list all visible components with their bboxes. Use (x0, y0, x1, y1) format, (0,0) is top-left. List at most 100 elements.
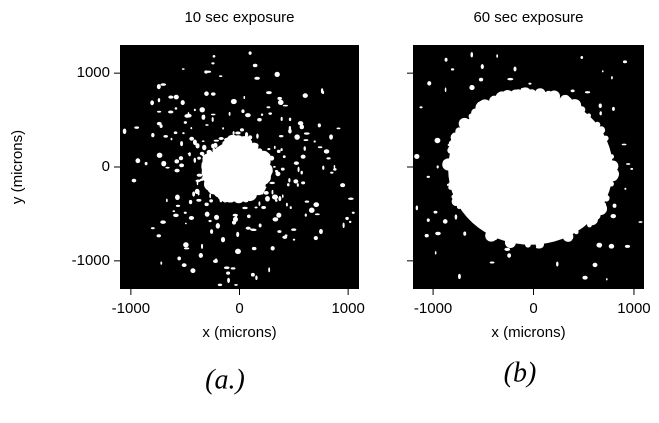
speckle (330, 171, 334, 174)
speckle (205, 70, 212, 73)
speckle (285, 202, 288, 207)
speckle (281, 194, 284, 198)
speckle (291, 228, 297, 231)
speckle (513, 66, 517, 72)
speckle (592, 262, 598, 268)
speckle (303, 146, 306, 151)
speckle (175, 204, 181, 207)
speckle (212, 55, 216, 58)
speckle (605, 278, 608, 281)
speckle (320, 88, 324, 94)
speckle (190, 127, 193, 130)
speckle (280, 167, 285, 171)
speckle (173, 94, 179, 100)
speckle (313, 140, 316, 143)
speckle (584, 91, 591, 94)
speckle (294, 134, 300, 140)
speckle (183, 211, 187, 214)
speckle (280, 148, 283, 152)
speckle (436, 165, 439, 169)
speckle (272, 217, 279, 222)
speckle (296, 183, 299, 187)
speckle (181, 68, 185, 70)
speckle (601, 70, 604, 73)
speckle (345, 216, 349, 220)
speckle (230, 98, 237, 105)
speckle (179, 163, 185, 168)
speckle (131, 178, 137, 183)
speckle (199, 178, 204, 181)
speckle (348, 220, 352, 224)
x-tick-label: 0 (529, 300, 537, 317)
speckle (235, 248, 241, 255)
speckle (288, 178, 291, 183)
speckle (435, 231, 441, 236)
speckle (209, 199, 213, 203)
speckle (197, 156, 201, 160)
speckle (168, 95, 174, 99)
speckle (258, 201, 261, 206)
speckle (193, 157, 197, 163)
speckle (251, 246, 257, 251)
speckle (507, 253, 512, 258)
speckle (297, 121, 304, 126)
speckle (268, 267, 271, 273)
speckle (507, 77, 514, 81)
speckle (293, 161, 299, 165)
speckle (214, 214, 220, 220)
speckle (556, 261, 559, 267)
speckle (156, 84, 161, 90)
speckle (297, 166, 300, 173)
speckle (274, 199, 278, 202)
speckle (215, 223, 220, 229)
speckle (189, 136, 195, 141)
speckle (598, 103, 602, 109)
speckle (273, 145, 276, 149)
speckle (173, 213, 179, 218)
speckle (489, 261, 495, 264)
speckle (241, 109, 245, 114)
speckle (268, 112, 273, 115)
speckle (196, 180, 199, 186)
speckle (201, 114, 204, 120)
speckle (277, 230, 282, 233)
speckle (172, 210, 176, 213)
speckle (278, 135, 284, 138)
speckle (287, 183, 290, 187)
speckle (280, 116, 283, 122)
speckle (304, 200, 310, 203)
panel-title: 60 sec exposure (473, 9, 583, 26)
speckle (213, 139, 220, 142)
speckle (599, 111, 602, 116)
speckle (174, 159, 180, 164)
speckle (218, 137, 224, 140)
speckle (329, 134, 333, 140)
speckle (165, 198, 168, 203)
speckle (235, 131, 241, 135)
speckle (322, 165, 325, 170)
speckle (303, 139, 309, 142)
speckle (156, 121, 162, 126)
x-axis-label: x (microns) (202, 324, 276, 341)
speckle (248, 51, 252, 55)
speckle (254, 76, 260, 80)
speckle (624, 187, 627, 190)
speckle (276, 212, 282, 218)
speckle (214, 258, 218, 263)
speckle (174, 168, 180, 173)
speckle (266, 91, 272, 95)
speckle (317, 146, 323, 149)
speckle (426, 218, 430, 222)
speckle (200, 243, 204, 249)
speckle (288, 117, 292, 122)
speckle (188, 199, 193, 205)
speckle (223, 266, 230, 270)
speckle (299, 124, 305, 130)
speckle (348, 197, 354, 200)
y-axis-label: y (microns) (9, 130, 26, 204)
speckle (160, 220, 166, 224)
speckle (444, 57, 448, 62)
speckle (245, 113, 251, 118)
panel-annotation: (b) (504, 357, 537, 388)
speckle (319, 229, 323, 235)
